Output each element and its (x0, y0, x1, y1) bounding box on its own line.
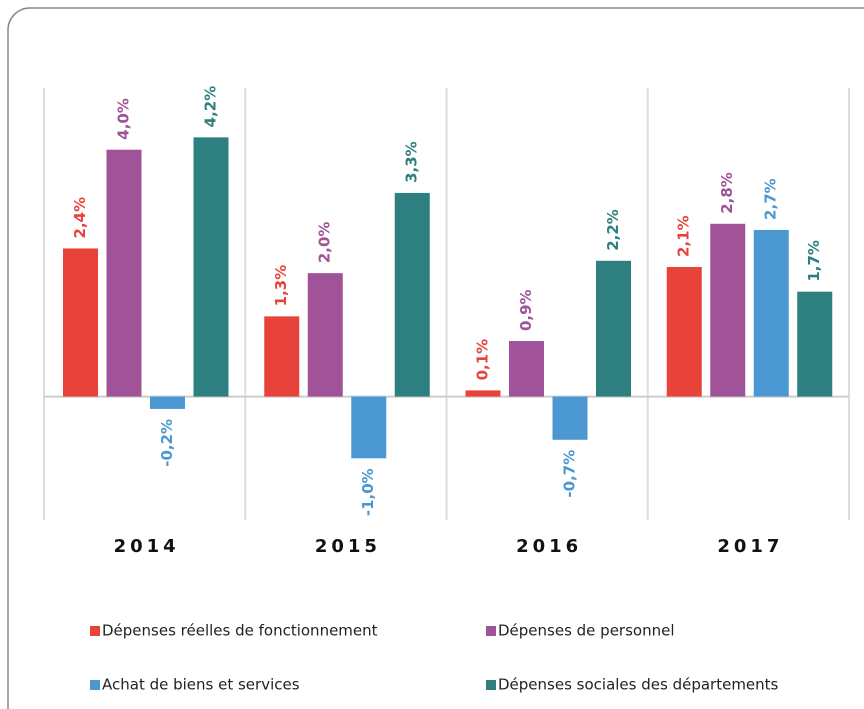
legend-swatch (486, 680, 496, 690)
legend-swatch (90, 626, 100, 636)
legend-label: Dépenses sociales des départements (498, 676, 779, 694)
value-label: 4,2% (202, 86, 220, 128)
value-label: -0,2% (158, 419, 176, 467)
value-label: 3,3% (403, 141, 421, 183)
bar (509, 341, 544, 397)
bar (596, 260, 631, 397)
bar (465, 390, 501, 397)
bar (193, 137, 229, 397)
value-label: 2,1% (675, 215, 693, 257)
legend-label: Dépenses réelles de fonctionnement (102, 622, 378, 640)
bar (797, 291, 833, 397)
bar (106, 149, 142, 397)
value-label: 1,3% (272, 265, 290, 307)
bar (150, 396, 185, 409)
bar (351, 396, 387, 459)
legend-label: Dépenses de personnel (498, 622, 675, 640)
value-label: -0,7% (561, 450, 579, 498)
value-label: 2,0% (316, 222, 334, 264)
bar (264, 316, 300, 397)
bar (552, 396, 588, 440)
x-tick-label: 2014 (114, 536, 180, 557)
value-label: -1,0% (359, 468, 377, 516)
x-tick-label: 2016 (516, 536, 582, 557)
bar (753, 229, 789, 397)
value-label: 2,7% (762, 178, 780, 220)
legend-label: Achat de biens et services (102, 676, 300, 694)
x-tick-label: 2017 (717, 536, 783, 557)
bar (710, 223, 746, 397)
legend-swatch (486, 626, 496, 636)
bar (307, 273, 343, 397)
frame (7, 7, 864, 709)
value-label: 1,7% (805, 240, 823, 282)
bar (394, 192, 430, 397)
value-label: 2,2% (604, 209, 622, 251)
x-tick-label: 2015 (315, 536, 381, 557)
value-label: 2,4% (71, 197, 89, 239)
bar (63, 248, 98, 397)
value-label: 0,1% (474, 339, 492, 381)
value-label: 0,9% (517, 289, 535, 331)
legend-swatch (90, 680, 100, 690)
bar (666, 266, 702, 397)
value-label: 2,8% (718, 172, 736, 214)
value-label: 4,0% (115, 98, 133, 140)
